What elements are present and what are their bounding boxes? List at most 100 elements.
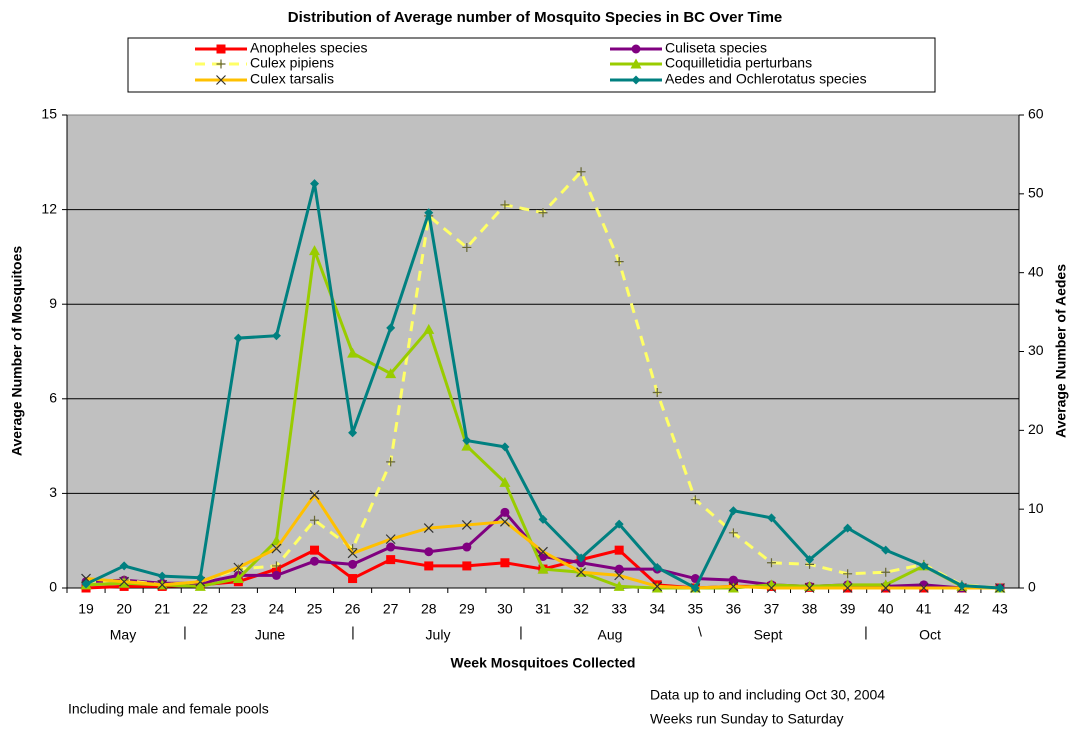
data-point <box>538 546 548 557</box>
data-point <box>386 555 396 565</box>
legend-marker <box>630 58 642 69</box>
data-point <box>386 542 396 552</box>
legend-label: Coquilletidia perturbans <box>665 55 812 71</box>
data-point <box>690 495 700 505</box>
x-tick-label: 41 <box>916 601 932 617</box>
data-point <box>728 528 738 538</box>
data-point <box>424 547 434 557</box>
data-point <box>271 543 282 554</box>
x-tick-label: 37 <box>764 601 780 617</box>
data-point <box>461 440 473 451</box>
x-tick-label: 34 <box>649 601 665 617</box>
data-point <box>614 257 624 267</box>
x-tick-label: 29 <box>459 601 475 617</box>
data-point <box>310 556 320 566</box>
x-tick-label: 40 <box>878 601 894 617</box>
data-point <box>766 558 776 568</box>
x-tick-label: 20 <box>116 601 132 617</box>
data-point <box>157 579 168 590</box>
data-point <box>766 583 777 593</box>
legend-label: Culex pipiens <box>250 55 334 71</box>
data-point <box>347 347 359 358</box>
data-point <box>843 569 853 579</box>
data-point <box>232 573 244 584</box>
data-point <box>233 333 243 343</box>
x-tick-label: 28 <box>421 601 437 617</box>
x-tick-label: 30 <box>497 601 513 617</box>
data-point <box>233 562 244 573</box>
x-tick-label: 27 <box>383 601 399 617</box>
data-point <box>386 457 396 467</box>
x-tick-label: 23 <box>231 601 247 617</box>
data-point <box>576 553 586 563</box>
month-label: Oct <box>919 627 941 643</box>
data-point <box>348 574 358 584</box>
legend-label: Aedes and Ochlerotatus species <box>665 71 867 87</box>
legend-marker <box>631 75 641 85</box>
data-point <box>918 583 929 593</box>
data-point <box>500 442 510 452</box>
data-point <box>423 323 435 334</box>
y2-tick-label: 10 <box>1028 500 1044 516</box>
data-point <box>995 583 1005 593</box>
data-point <box>310 515 320 525</box>
data-point <box>499 476 511 487</box>
data-point <box>309 490 320 500</box>
data-point <box>576 167 586 177</box>
data-point <box>119 576 130 587</box>
data-point <box>614 519 624 529</box>
x-axis-label: Week Mosquitoes Collected <box>451 655 636 671</box>
legend-marker <box>631 44 641 54</box>
y2-tick-label: 60 <box>1028 106 1044 122</box>
data-point <box>423 523 434 534</box>
month-label: June <box>255 627 286 643</box>
data-point <box>728 575 738 585</box>
legend-marker <box>216 59 226 69</box>
y-tick-label: 12 <box>41 200 57 216</box>
data-point <box>766 513 776 523</box>
data-point <box>804 583 815 593</box>
legend-label: Anopheles species <box>250 40 368 56</box>
y-tick-label: 6 <box>49 390 57 406</box>
data-point <box>690 583 700 593</box>
data-point <box>194 580 206 591</box>
month-separator: | <box>519 624 523 640</box>
data-point <box>805 555 815 565</box>
data-point <box>424 561 434 571</box>
data-point <box>652 581 663 592</box>
data-point <box>842 583 853 593</box>
y2-tick-label: 50 <box>1028 185 1044 201</box>
note: Including male and female pools <box>68 701 269 717</box>
data-point <box>424 208 434 218</box>
data-point <box>957 581 967 591</box>
data-point <box>881 567 891 577</box>
data-point <box>919 561 929 571</box>
x-tick-label: 25 <box>307 601 323 617</box>
legend-marker <box>216 75 226 85</box>
data-point <box>386 323 396 333</box>
data-point <box>538 208 548 218</box>
data-point <box>576 558 586 568</box>
x-tick-label: 42 <box>954 601 970 617</box>
data-point <box>843 523 853 533</box>
legend-label: Culiseta species <box>665 40 767 56</box>
y2-tick-label: 20 <box>1028 421 1044 437</box>
data-point <box>880 583 891 593</box>
data-point <box>462 436 472 446</box>
data-point <box>348 428 358 438</box>
y-tick-label: 9 <box>49 295 57 311</box>
month-separator: | <box>864 624 868 640</box>
chart-title: Distribution of Average number of Mosqui… <box>288 9 783 26</box>
data-point <box>500 200 510 210</box>
data-point <box>537 563 549 574</box>
plot-area <box>66 114 1020 589</box>
note: Weeks run Sunday to Saturday <box>650 711 844 727</box>
data-point <box>385 368 397 379</box>
data-point <box>119 561 129 571</box>
y2-tick-label: 0 <box>1028 579 1036 595</box>
legend-marker <box>216 44 226 54</box>
month-separator: | <box>351 624 355 640</box>
x-tick-label: 39 <box>840 601 856 617</box>
x-tick-label: 24 <box>269 601 285 617</box>
